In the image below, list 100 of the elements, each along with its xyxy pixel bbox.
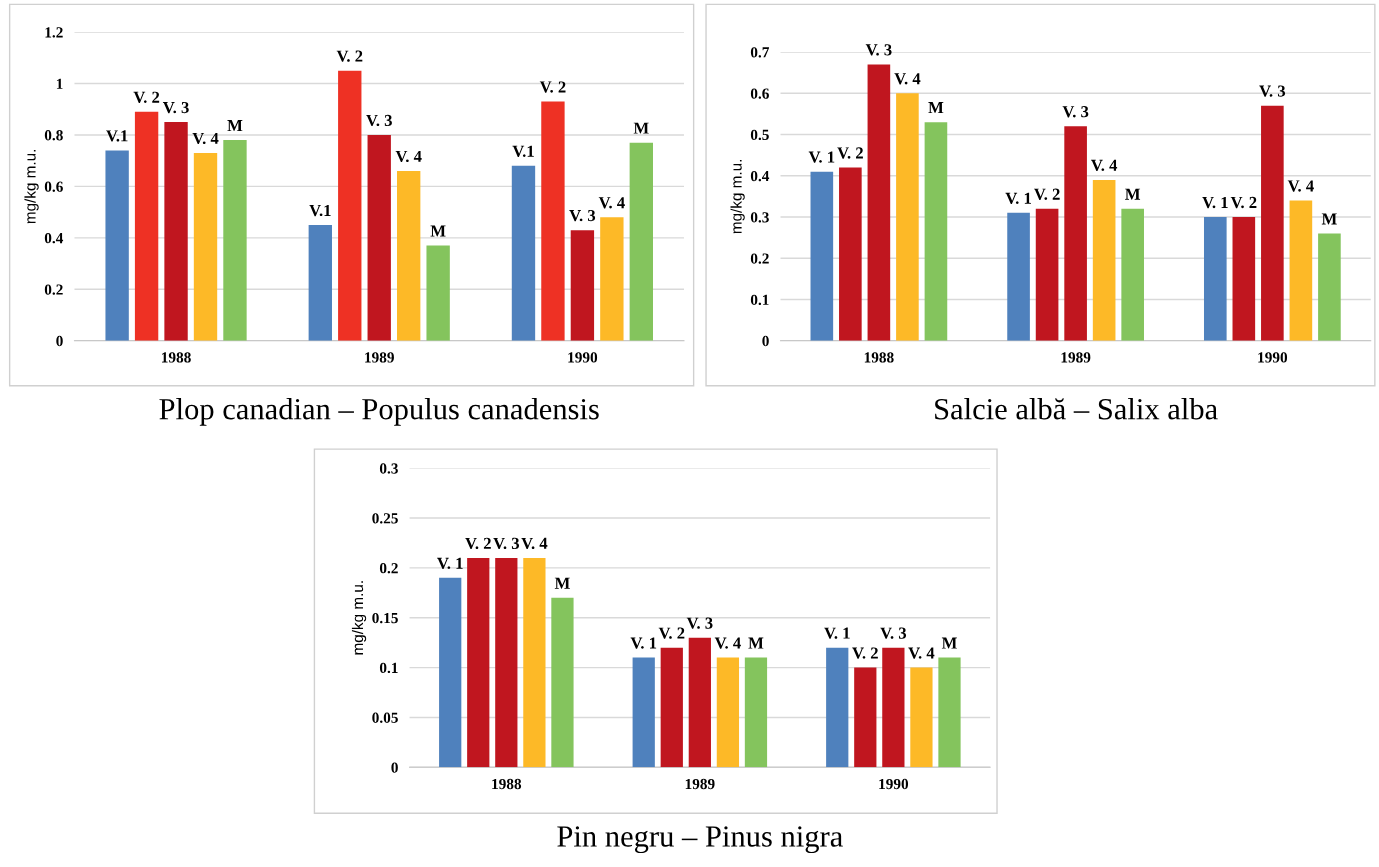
bar bbox=[570, 230, 595, 341]
y-tick-label: 0.3 bbox=[750, 212, 769, 223]
bar bbox=[1121, 208, 1144, 341]
text: V. 3 bbox=[162, 101, 189, 114]
series-label: M bbox=[928, 102, 944, 114]
text: V. 3 bbox=[493, 537, 520, 550]
y-tick-label: 0.1 bbox=[750, 294, 769, 305]
text: Plop canadian – Populus canadensis bbox=[159, 397, 599, 426]
bar bbox=[688, 637, 711, 768]
bar bbox=[924, 122, 948, 341]
bar bbox=[1064, 126, 1087, 341]
y-tick-label: 0.2 bbox=[44, 284, 63, 295]
bar bbox=[308, 224, 332, 341]
bar bbox=[629, 142, 653, 341]
bar bbox=[523, 557, 546, 768]
x-tick-label: 1990 bbox=[1258, 352, 1288, 363]
bar bbox=[938, 657, 961, 768]
bar bbox=[1261, 105, 1284, 341]
text: V. 4 bbox=[714, 637, 741, 649]
series-label: V. 1 bbox=[1005, 192, 1031, 205]
text: V. 4 bbox=[894, 73, 921, 85]
text: V. 2 bbox=[539, 81, 566, 93]
y-tick-label: 0.2 bbox=[379, 563, 398, 574]
bar bbox=[439, 577, 462, 768]
text: M bbox=[941, 637, 957, 649]
text: V. 1 bbox=[824, 627, 850, 639]
y-tick-label: 0.4 bbox=[44, 232, 64, 244]
bar bbox=[1203, 217, 1227, 341]
bar bbox=[164, 122, 188, 341]
bar bbox=[1318, 233, 1341, 341]
bar bbox=[910, 667, 933, 768]
y-tick-label: 1.2 bbox=[45, 27, 63, 38]
x-tick-label: 1988 bbox=[492, 778, 522, 790]
series-label: M bbox=[430, 225, 446, 237]
bar bbox=[854, 667, 877, 768]
bar bbox=[467, 557, 490, 768]
bar bbox=[1035, 208, 1059, 341]
y-tick-label: 0 bbox=[762, 335, 769, 347]
y-axis-title: mg/kg m.u. bbox=[730, 159, 745, 234]
series-label: V. 4 bbox=[395, 150, 422, 163]
y-tick-label: 0.5 bbox=[750, 129, 769, 141]
text: V. 2 bbox=[133, 91, 160, 103]
bar bbox=[896, 93, 919, 341]
bar bbox=[367, 134, 391, 341]
x-tick-label: 1989 bbox=[365, 352, 394, 363]
x-tick-label: 1988 bbox=[162, 352, 191, 363]
bar bbox=[134, 111, 159, 341]
text: M bbox=[748, 637, 764, 649]
bar bbox=[744, 657, 768, 768]
text: Pin negru – Pinus nigra bbox=[557, 826, 843, 854]
bar bbox=[541, 101, 565, 341]
text: V. 4 bbox=[1091, 159, 1118, 172]
series-label: V. 3 bbox=[686, 617, 713, 629]
text: M bbox=[1125, 188, 1141, 200]
series-label: V. 3 bbox=[865, 44, 892, 56]
bar bbox=[338, 70, 362, 341]
text: M bbox=[227, 120, 243, 131]
series-label: V. 2 bbox=[336, 50, 363, 62]
text: Salcie albă – Salix alba bbox=[935, 397, 1218, 420]
bar bbox=[1232, 217, 1256, 341]
x-tick-label: 1989 bbox=[685, 778, 715, 790]
text: V. 3 bbox=[1062, 106, 1089, 118]
y-tick-label: 0 bbox=[391, 762, 398, 773]
series-label: M bbox=[554, 577, 570, 589]
text: V. 2 bbox=[1230, 196, 1257, 209]
bar bbox=[600, 217, 624, 341]
series-label: V. 3 bbox=[366, 114, 392, 127]
text: V. 3 bbox=[569, 209, 596, 222]
bar bbox=[810, 171, 834, 341]
bar bbox=[1092, 179, 1116, 341]
text: V. 2 bbox=[852, 647, 878, 659]
bar bbox=[660, 647, 683, 768]
y-tick-label: 1 bbox=[56, 78, 63, 89]
bar bbox=[867, 64, 891, 341]
bar bbox=[839, 167, 862, 341]
bar bbox=[826, 647, 849, 768]
series-label: V.1 bbox=[512, 145, 534, 157]
bar bbox=[397, 170, 421, 341]
y-tick-label: 0.8 bbox=[44, 130, 63, 141]
y-tick-label: 0.6 bbox=[750, 88, 769, 99]
y-tick-label: 0.7 bbox=[750, 47, 770, 58]
x-tick-label: 1990 bbox=[879, 778, 909, 790]
bar bbox=[716, 657, 740, 768]
y-tick-label: 0.05 bbox=[372, 712, 398, 723]
x-tick-label: 1989 bbox=[1061, 352, 1091, 363]
y-tick-label: 0.6 bbox=[44, 181, 63, 192]
text: M bbox=[1321, 213, 1337, 225]
text: V. 1 bbox=[808, 151, 835, 163]
bar bbox=[882, 647, 905, 768]
text: V.1 bbox=[106, 130, 128, 142]
x-tick-label: 1990 bbox=[568, 352, 598, 363]
bar bbox=[511, 165, 536, 341]
bar bbox=[632, 657, 655, 768]
text: V. 2 bbox=[658, 627, 685, 639]
y-axis-title: mg/kg m.u. bbox=[351, 581, 367, 655]
series-label: V. 2 bbox=[837, 147, 863, 159]
y-axis-title: mg/kg m.u. bbox=[24, 150, 39, 224]
text: V. 4 bbox=[908, 647, 935, 659]
y-tick-label: 0 bbox=[56, 335, 63, 347]
series-label: V. 4 bbox=[521, 537, 548, 550]
